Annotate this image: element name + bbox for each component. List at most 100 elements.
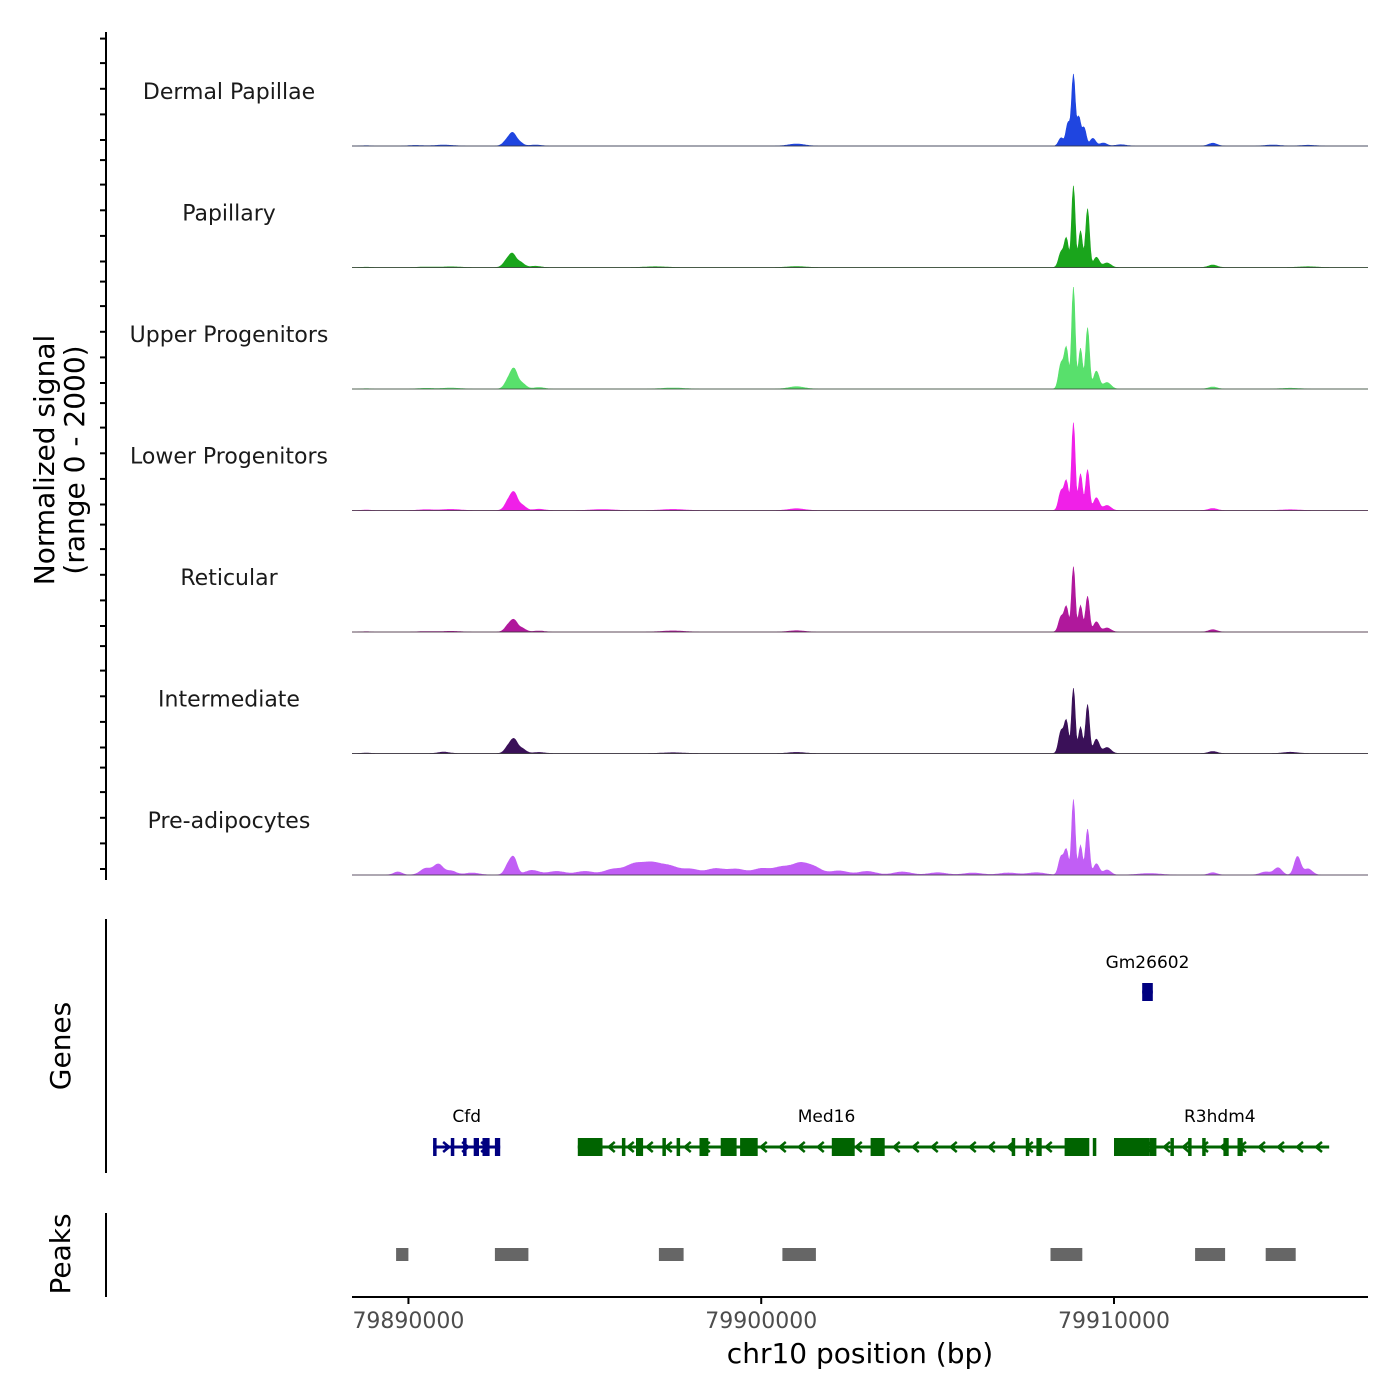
signal-area — [352, 688, 1368, 754]
gene-exon — [870, 1138, 885, 1156]
strand-chevron — [682, 1141, 692, 1153]
gene-exon — [720, 1138, 737, 1156]
gene-exon — [676, 1138, 681, 1156]
strand-chevron — [910, 1141, 920, 1153]
signal-track-pre-adipocytes: Pre-adipocytes — [148, 799, 1368, 876]
gene-exon — [1036, 1138, 1042, 1156]
gene-exon — [1223, 1138, 1229, 1156]
track-label: Pre-adipocytes — [148, 809, 311, 834]
strand-chevron — [1043, 1141, 1053, 1153]
signal-area — [352, 566, 1368, 633]
signal-area — [352, 799, 1368, 876]
strand-chevron — [442, 1141, 452, 1153]
signal-track-lower-progenitors: Lower Progenitors — [130, 422, 1368, 511]
signal-area — [352, 422, 1368, 511]
genes-track-title: Genes — [44, 1002, 77, 1090]
strand-chevron — [853, 1141, 863, 1153]
track-label: Dermal Papillae — [143, 80, 315, 105]
gene-exon — [1188, 1138, 1192, 1156]
gene-exon — [740, 1138, 758, 1156]
gene-exon — [1011, 1138, 1016, 1156]
gene-exon — [1149, 1138, 1157, 1156]
gene-label: R3hdm4 — [1184, 1107, 1256, 1127]
strand-chevron — [777, 1141, 787, 1153]
gene-exon — [636, 1138, 644, 1156]
strand-chevron — [796, 1141, 806, 1153]
signal-tracks: Dermal Papillae Papillary Upper Progenitor… — [130, 73, 1368, 876]
peaks-track — [396, 1248, 1296, 1261]
gene-exon — [1064, 1138, 1090, 1156]
track-label: Papillary — [182, 202, 276, 227]
gene-r3hdm4: R3hdm4 — [1114, 1107, 1330, 1156]
strand-chevron — [1257, 1141, 1266, 1153]
track-label: Lower Progenitors — [130, 445, 328, 470]
signal-track-dermal-papillae: Dermal Papillae — [143, 73, 1368, 147]
signal-track-intermediate: Intermediate — [158, 688, 1368, 754]
strand-chevron — [891, 1141, 901, 1153]
peak-region — [658, 1248, 684, 1261]
strand-chevron — [606, 1141, 616, 1153]
gene-exon — [1114, 1138, 1150, 1156]
peak-region — [1195, 1248, 1226, 1261]
strand-chevron — [967, 1141, 977, 1153]
strand-chevron — [986, 1141, 996, 1153]
gene-label: Cfd — [452, 1107, 481, 1127]
strand-chevron — [644, 1141, 654, 1153]
gene-cfd: Cfd — [433, 1107, 501, 1156]
peak-region — [782, 1248, 816, 1261]
gene-exon — [621, 1138, 626, 1156]
strand-chevron — [815, 1141, 825, 1153]
strand-chevron — [1314, 1141, 1323, 1153]
gene-exon — [1202, 1138, 1206, 1156]
gene-exon — [662, 1138, 666, 1156]
gene-gm26602: Gm26602 — [1106, 953, 1190, 1001]
signal-track-upper-progenitors: Upper Progenitors — [130, 286, 1368, 390]
y-axis-title-line2: (range 0 - 2000) — [58, 345, 91, 574]
gene-exon — [1142, 983, 1153, 1001]
gene-label: Med16 — [798, 1107, 856, 1127]
signal-area — [352, 286, 1368, 390]
peak-region — [1265, 1248, 1296, 1261]
x-tick-label: 79910000 — [1058, 1309, 1170, 1334]
signal-y-ticks — [100, 37, 106, 870]
gene-exon — [1237, 1138, 1243, 1156]
peak-region — [396, 1248, 409, 1261]
gene-exon — [1170, 1138, 1174, 1156]
strand-chevron — [1162, 1141, 1171, 1153]
strand-chevron — [948, 1141, 958, 1153]
gene-exon — [831, 1138, 855, 1156]
x-tick-label: 79900000 — [705, 1309, 817, 1334]
peak-region — [494, 1248, 529, 1261]
strand-chevron — [758, 1141, 768, 1153]
strand-chevron — [625, 1141, 635, 1153]
gene-exon — [577, 1138, 603, 1156]
gene-label: Gm26602 — [1106, 953, 1190, 973]
track-label: Upper Progenitors — [130, 323, 329, 348]
x-axis-ticks: 79890000 79900000 79910000 — [352, 1297, 1170, 1334]
gene-exon — [433, 1138, 437, 1156]
gene-exon — [699, 1138, 709, 1156]
gene-exon — [1025, 1138, 1030, 1156]
gene-med16: Med16 — [577, 1107, 1097, 1156]
strand-chevron — [929, 1141, 939, 1153]
signal-track-reticular: Reticular — [180, 566, 1368, 633]
strand-chevron — [1276, 1141, 1285, 1153]
signal-track-papillary: Papillary — [182, 185, 1368, 268]
gene-exon — [482, 1138, 490, 1156]
genes-track: Cfd Med16 Gm26602 R3hdm4 — [433, 953, 1330, 1156]
gene-exon — [450, 1138, 455, 1156]
peak-region — [1050, 1248, 1083, 1261]
y-axis-title-line1: Normalized signal — [28, 335, 61, 586]
gene-exon — [473, 1138, 479, 1156]
gene-exon — [1092, 1138, 1097, 1156]
track-label: Reticular — [180, 566, 278, 591]
x-axis-title: chr10 position (bp) — [727, 1337, 993, 1370]
peaks-track-title: Peaks — [44, 1213, 77, 1294]
gene-exon — [463, 1138, 467, 1156]
signal-area — [352, 73, 1368, 147]
x-tick-label: 79890000 — [352, 1309, 464, 1334]
strand-chevron — [1181, 1141, 1190, 1153]
strand-chevron — [1200, 1141, 1209, 1153]
